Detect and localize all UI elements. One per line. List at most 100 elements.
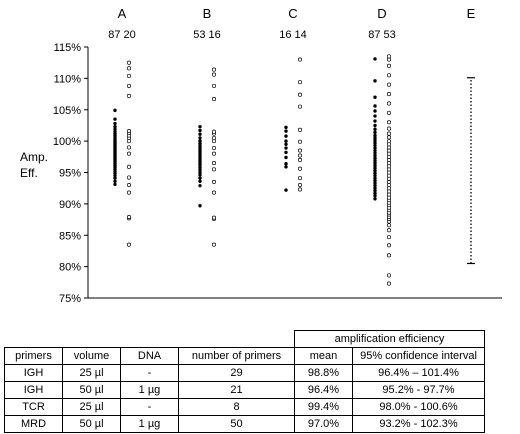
open-point — [211, 83, 217, 88]
filled-point — [373, 146, 377, 150]
table-cell: - — [120, 364, 179, 382]
summary-table: amplification efficiency primers volume … — [4, 330, 486, 433]
group-label: A — [118, 6, 127, 21]
open-point — [297, 104, 303, 109]
open-point — [211, 67, 217, 72]
table-cell: - — [120, 398, 179, 416]
filled-point — [373, 138, 377, 143]
table-cell: 98.8% — [294, 364, 353, 382]
filled-point — [284, 125, 288, 130]
filled-point — [373, 197, 377, 201]
filled-point — [198, 173, 202, 177]
filled-point — [373, 148, 377, 153]
open-point — [386, 92, 392, 97]
open-point — [126, 190, 132, 195]
table-cell: 8 — [178, 398, 295, 416]
filled-point — [198, 132, 202, 136]
table-header-cell: DNA — [120, 347, 179, 365]
filled-point — [284, 188, 288, 192]
open-point — [386, 281, 392, 286]
table-cell: 50 — [178, 415, 295, 433]
filled-point — [373, 168, 377, 173]
open-point — [126, 242, 132, 247]
open-point — [297, 187, 303, 192]
filled-point — [113, 179, 117, 183]
filled-point — [113, 130, 117, 134]
filled-point — [373, 194, 377, 198]
filled-point — [284, 139, 288, 143]
filled-point — [113, 182, 117, 187]
filled-point — [198, 183, 202, 188]
filled-point — [373, 161, 377, 165]
filled-point — [198, 128, 202, 133]
filled-point — [373, 188, 377, 193]
open-point — [386, 131, 392, 136]
y-tick-label: 80% — [59, 262, 81, 274]
group-e: E — [467, 6, 476, 265]
filled-point — [373, 95, 377, 99]
table-cell: 25 µl — [62, 398, 121, 416]
filled-point — [373, 119, 377, 123]
table-cell: IGH — [4, 381, 63, 399]
table-cell: 1 µg — [120, 415, 179, 433]
open-point — [211, 145, 217, 151]
filled-point — [373, 151, 377, 155]
table-header-cell: number of primers — [178, 347, 295, 365]
table-cell: MRD — [4, 415, 63, 433]
open-point — [297, 176, 303, 181]
filled-point — [373, 104, 377, 108]
table-row: TCR 25 µl - 8 99.4% 98.0% - 100.6% — [4, 398, 486, 416]
scatter-chart: 75% 80% 85% 90% 95% 100% 105% 110% 115% Amp. Eff… — [20, 6, 502, 305]
open-point — [126, 145, 132, 150]
open-point — [211, 97, 217, 102]
filled-point — [373, 141, 377, 145]
open-point — [211, 190, 217, 195]
filled-point — [113, 117, 117, 121]
open-point — [126, 151, 132, 156]
table-cell: 96.4% – 101.4% — [351, 364, 486, 382]
filled-point — [373, 133, 377, 138]
open-point — [211, 167, 217, 172]
table-cell: 97.0% — [294, 415, 353, 433]
group-a: A 87 20 — [108, 6, 136, 247]
table-row: IGH 50 µl 1 µg 21 96.4% 95.2% - 97.7% — [4, 381, 486, 399]
open-point — [297, 92, 303, 97]
open-point — [126, 175, 132, 180]
open-point — [297, 80, 303, 85]
open-point — [211, 215, 217, 220]
table-cell: 29 — [178, 364, 295, 382]
open-point — [386, 243, 392, 248]
table-header-cell: mean — [294, 347, 353, 365]
table-cell: 95.2% - 97.7% — [351, 381, 486, 399]
filled-point — [113, 124, 117, 129]
open-point — [126, 93, 132, 98]
filled-point — [284, 146, 288, 150]
open-point — [386, 110, 392, 115]
open-point — [386, 73, 392, 78]
plot-groups: A 87 20 B 53 16 C 16 14 D 87 53 E — [108, 6, 476, 286]
table-header-cell: volume — [62, 347, 121, 365]
table-cell: 96.4% — [294, 381, 353, 399]
filled-point — [373, 109, 377, 113]
table-cell: 98.0% - 100.6% — [351, 398, 486, 416]
table-cell: 50 µl — [62, 381, 121, 399]
table-cell: 25 µl — [62, 364, 121, 382]
table-cell: TCR — [4, 398, 63, 416]
filled-point — [198, 168, 202, 172]
group-count: 53 16 — [193, 29, 221, 41]
open-point — [126, 129, 132, 134]
open-point — [386, 273, 392, 278]
filled-point — [198, 124, 202, 129]
open-point — [297, 157, 303, 163]
filled-point — [373, 181, 377, 185]
open-point — [386, 126, 392, 131]
group-label: C — [288, 6, 297, 21]
group-c: C 16 14 — [279, 6, 307, 192]
open-point — [386, 253, 392, 258]
filled-point — [113, 173, 117, 178]
group-count: 16 14 — [279, 29, 307, 41]
y-axis: 75% 80% 85% 90% 95% 100% 105% 110% 115% — [53, 42, 89, 305]
filled-point — [198, 204, 202, 208]
filled-point — [113, 108, 117, 113]
open-point — [211, 151, 217, 156]
